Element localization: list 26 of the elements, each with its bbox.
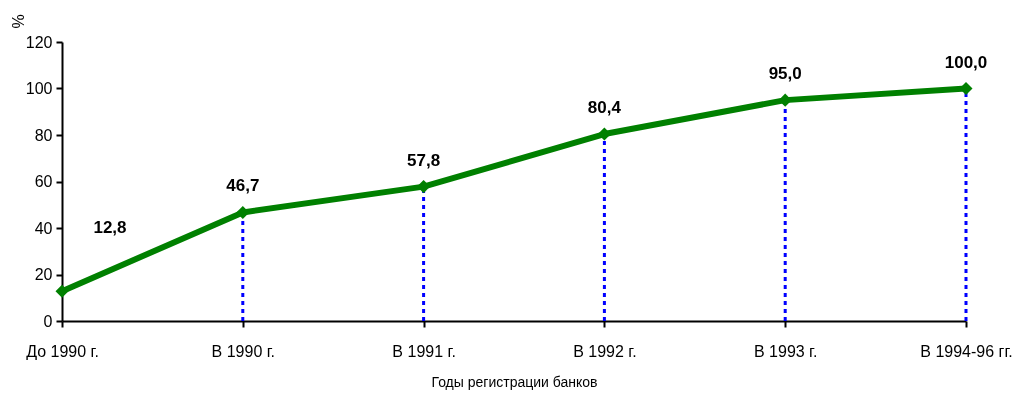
y-axis-title: % (9, 14, 27, 29)
y-tick-label: 40 (34, 219, 53, 237)
point (597, 127, 611, 141)
point (55, 284, 69, 298)
data-label: 12,8 (93, 218, 127, 238)
data-label: 80,4 (587, 98, 622, 118)
point (417, 180, 431, 194)
y-tick-label: 120 (25, 33, 53, 51)
y-tick-label: 0 (43, 312, 53, 330)
x-tick-label: В 1990 г. (211, 342, 276, 360)
x-tick-label: В 1993 г. (753, 342, 818, 360)
y-tick-label: 80 (34, 126, 53, 144)
point (778, 93, 792, 107)
data-label: 46,7 (226, 176, 260, 196)
y-tick-label: 60 (34, 173, 53, 190)
data-label: 95,0 (768, 64, 802, 84)
x-tick-label: В 1992 г. (573, 342, 637, 360)
x-tick-label: В 1994-96 гг. (920, 342, 1013, 360)
x-tick-label: До 1990 г. (26, 342, 99, 360)
x-tick-label: В 1991 г. (392, 342, 456, 360)
x-axis-title: Годы регистрации банков (431, 373, 598, 390)
point (236, 205, 250, 219)
data-label: 57,8 (407, 150, 441, 170)
y-tick-label: 20 (34, 266, 53, 283)
y-tick-label: 100 (25, 80, 53, 97)
data-label: 100,0 (944, 52, 988, 72)
